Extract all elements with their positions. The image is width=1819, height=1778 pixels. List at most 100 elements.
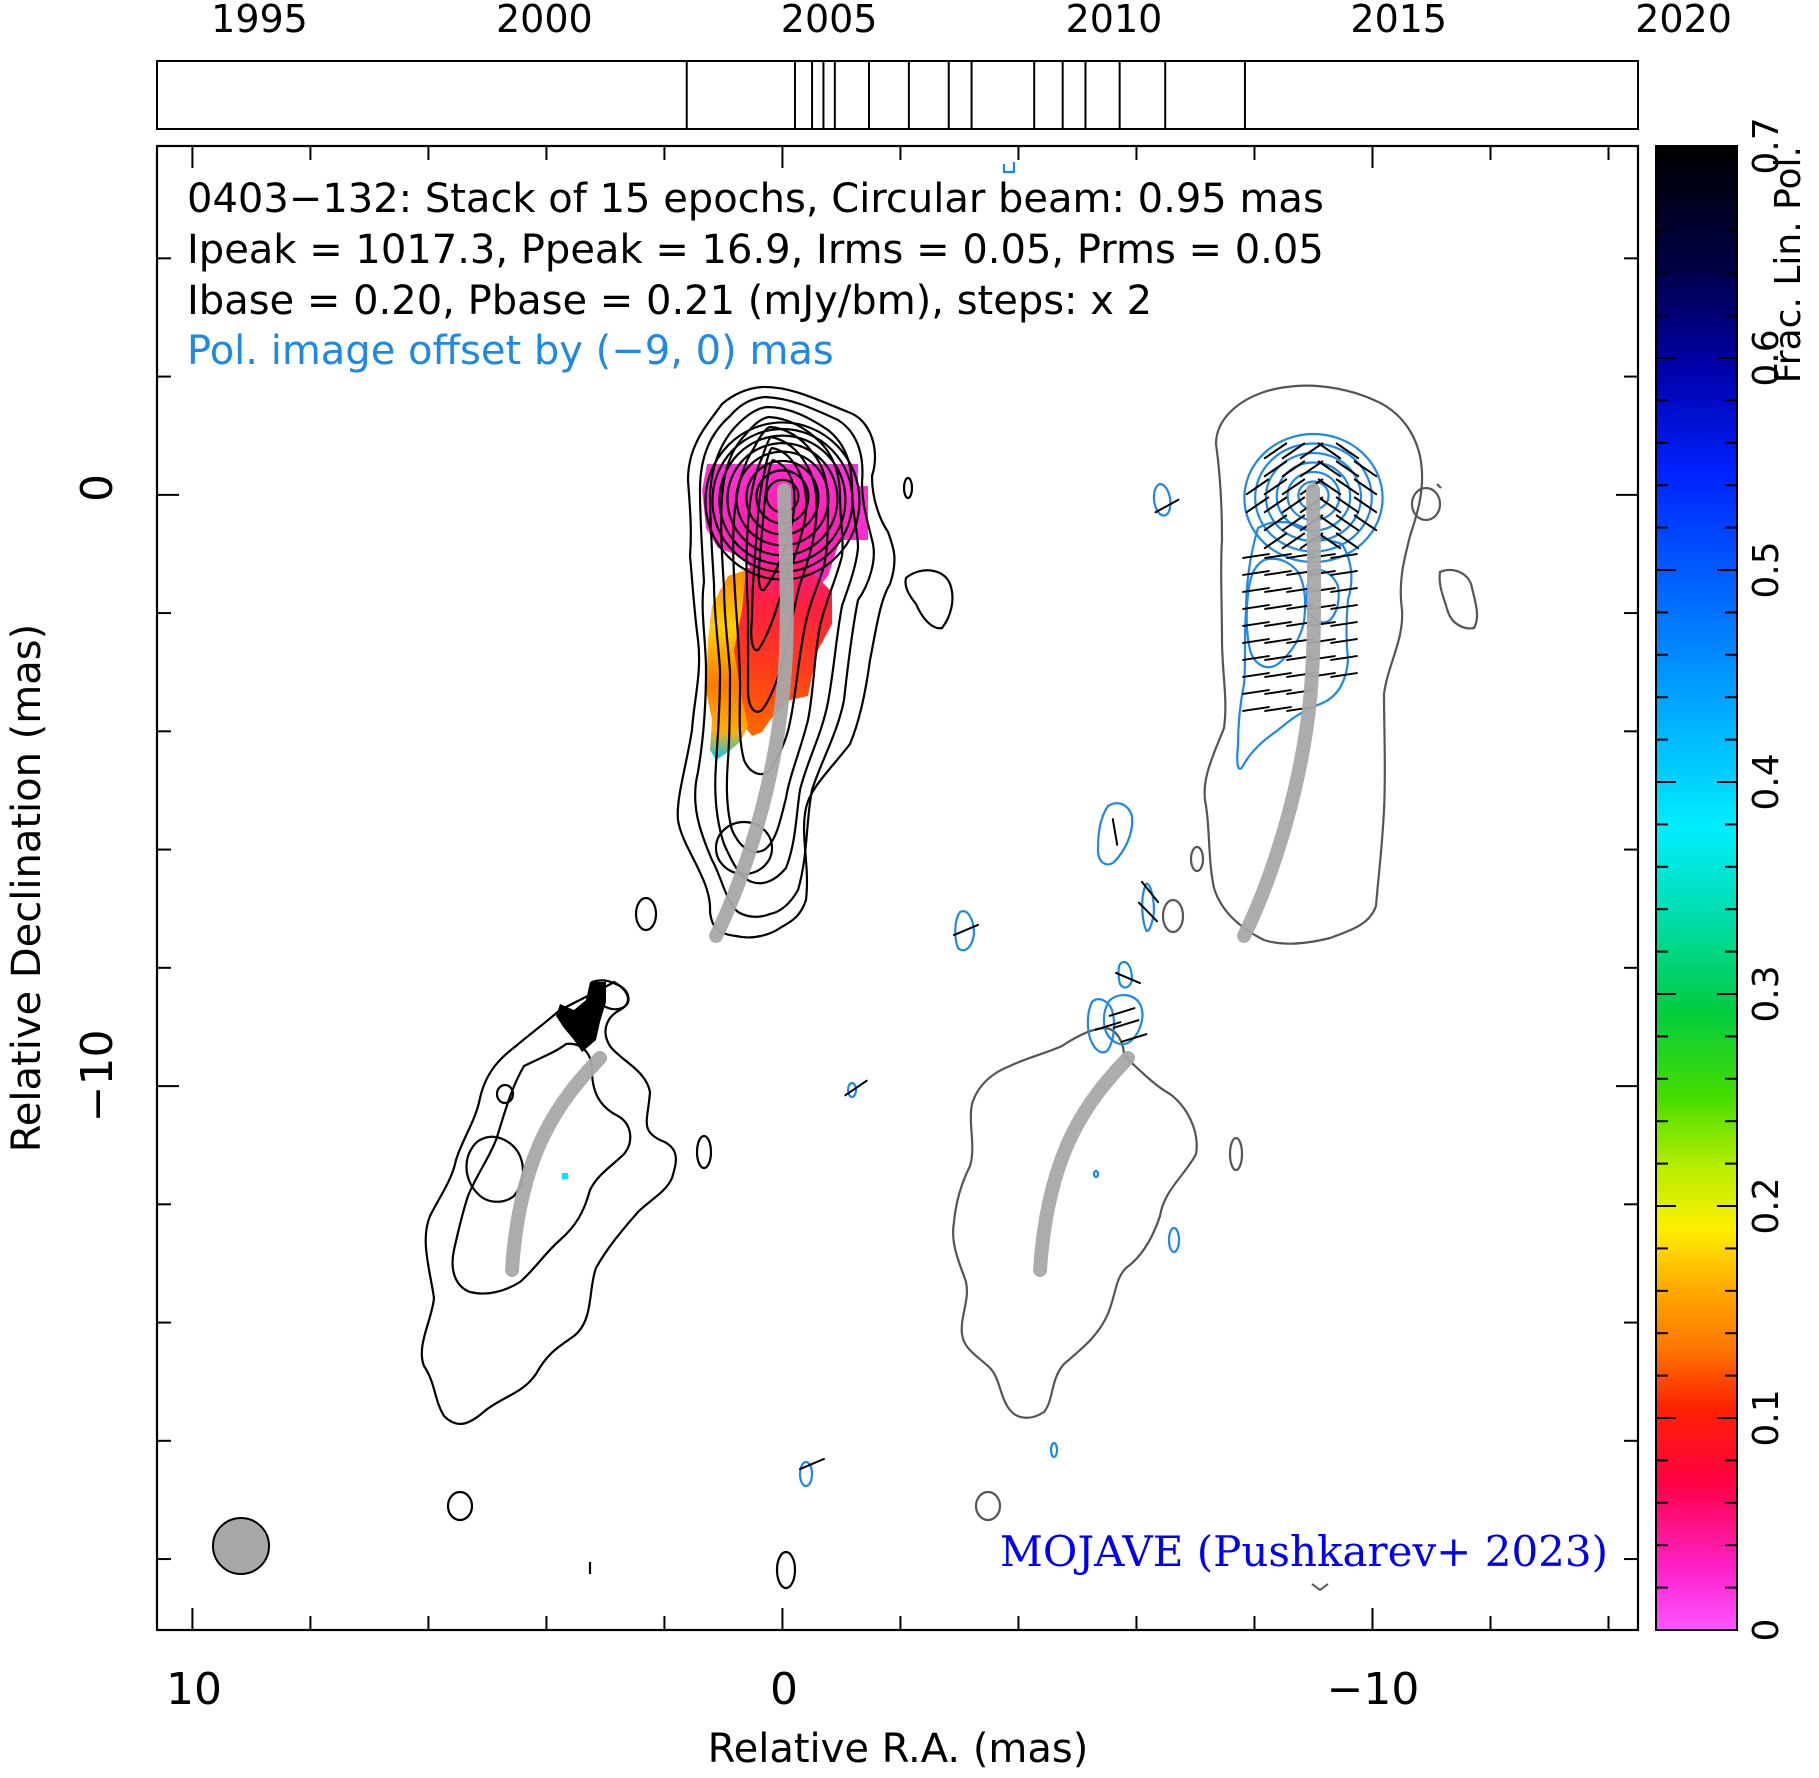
evpa-tick-93	[799, 1457, 825, 1471]
evpa-tick-17	[1335, 478, 1360, 496]
colorbar-label-0: 0	[1746, 1619, 1787, 1642]
evpa-tick-42	[1242, 570, 1270, 576]
evpa-tick-62	[1242, 638, 1270, 644]
evpa-tick-91	[953, 923, 979, 937]
evpa-tick-27	[1281, 514, 1306, 532]
evpa-tick-87	[1115, 971, 1141, 985]
p-island-4	[954, 910, 976, 952]
evpa-tick-47	[1242, 587, 1270, 593]
beam-ellipse	[212, 1517, 270, 1575]
evpa-tick-20	[1263, 496, 1288, 514]
evpa-tick-16	[1317, 478, 1342, 496]
evpa-tick-5	[1335, 442, 1360, 460]
evpa-tick-51	[1330, 587, 1358, 593]
cyan-pixel	[562, 1173, 568, 1179]
evpa-tick-57	[1242, 621, 1270, 627]
ri-island-7	[974, 1490, 1002, 1522]
colorbar-label-0.3: 0.3	[1746, 965, 1787, 1022]
evpa-tick-23	[1317, 496, 1342, 514]
right-total-intensity-contours	[952, 384, 1479, 1522]
jet-ridge-lines	[505, 483, 1322, 1277]
colorbar-label-0.4: 0.4	[1746, 753, 1787, 810]
p-island-6	[1102, 994, 1144, 1046]
annotation-block: 0403−132: Stack of 15 epochs, Circular b…	[187, 176, 1324, 374]
colorbar-tick-labels: 0 0.1 0.2 0.3 0.4 0.5 0.6 0.7	[1746, 117, 1787, 1641]
i-island-4	[695, 1134, 713, 1170]
i-island-3	[634, 896, 658, 932]
evpa-tick-43	[1264, 570, 1292, 576]
p-island-11	[798, 1460, 814, 1488]
evpa-tick-58	[1264, 621, 1292, 627]
i-outer-contour-4	[495, 1083, 515, 1105]
p-island-12	[1049, 1441, 1059, 1459]
x-tick-label-neg10: −10	[1327, 1664, 1420, 1715]
evpa-tick-18	[1353, 478, 1378, 496]
evpa-tick-4	[1317, 442, 1342, 460]
colorbar: 0 0.1 0.2 0.3 0.4 0.5 0.6 0.7 Frac. Lin. Pol.	[1655, 117, 1809, 1641]
ri-outer-contour	[952, 1026, 1198, 1419]
x-axis-label: Relative R.A. (mas)	[708, 1726, 1089, 1772]
evpa-tick-29	[1317, 514, 1342, 532]
evpa-tick-41	[1330, 553, 1358, 559]
evpa-tick-24	[1335, 496, 1360, 514]
p-island-13	[1002, 162, 1016, 174]
evpa-tick-85	[1140, 880, 1160, 904]
timeline-frame	[156, 60, 1639, 130]
evpa-tick-71	[1330, 655, 1358, 661]
i-contour-2	[694, 395, 875, 918]
p-island-8	[846, 1081, 858, 1099]
evpa-tick-32	[1263, 532, 1288, 550]
timeline-year-2010: 2010	[1066, 0, 1163, 41]
i-outer-contour-3	[465, 1135, 524, 1203]
plot-area	[212, 162, 1479, 1592]
y-axis-label: Relative Declination (mas)	[4, 624, 50, 1152]
p-island-1	[1152, 482, 1172, 517]
evpa-tick-81	[1264, 706, 1292, 712]
i-island-6	[775, 1550, 797, 1590]
colorbar-label-0.2: 0.2	[1746, 1177, 1787, 1234]
evpa-tick-67	[1242, 655, 1270, 661]
p-contour-jet-inner	[1245, 557, 1307, 669]
evpa-tick-53	[1264, 604, 1292, 610]
p-island-2	[1096, 802, 1134, 866]
evpa-tick-12	[1245, 478, 1270, 496]
timeline-year-2020: 2020	[1635, 0, 1732, 41]
outer-fracpol-patch	[556, 982, 606, 1052]
colorbar-label-0.6: 0.6	[1746, 329, 1787, 386]
evpa-tick-36	[1335, 532, 1360, 550]
timeline-year-1995: 1995	[211, 0, 308, 41]
evpa-tick-26	[1263, 514, 1288, 532]
evpa-tick-8	[1299, 460, 1324, 478]
total-intensity-contours	[420, 385, 954, 1590]
i-island-2	[904, 569, 954, 630]
evpa-tick-78	[1264, 689, 1292, 695]
evpa-tick-33	[1281, 532, 1306, 550]
small-chevron	[1311, 1583, 1329, 1592]
timeline-year-2000: 2000	[496, 0, 593, 41]
evpa-tick-10	[1335, 460, 1360, 478]
evpa-tick-7	[1281, 460, 1306, 478]
evpa-tick-14	[1281, 478, 1306, 496]
evpa-tick-46	[1330, 570, 1358, 576]
i-island-1	[902, 476, 914, 500]
y-tick-label-0: 0	[72, 474, 123, 502]
p-island-10	[1167, 1226, 1181, 1254]
epoch-timeline: 1995 2000 2005 2010 2015 2020	[156, 0, 1732, 130]
annotation-line-1: 0403−132: Stack of 15 epochs, Circular b…	[187, 176, 1324, 222]
colorbar-label: Frac. Lin. Pol.	[1768, 146, 1809, 383]
x-tick-label-0: 0	[770, 1664, 798, 1715]
ridge-right-inner	[1237, 483, 1322, 943]
evpa-tick-94	[1094, 1021, 1122, 1031]
evpa-tick-77	[1242, 689, 1270, 695]
ridge-left-outer	[505, 1051, 607, 1277]
timeline-year-2005: 2005	[781, 0, 878, 41]
colorbar-label-0.5: 0.5	[1746, 541, 1787, 598]
i-contour-8	[757, 458, 796, 592]
p-island-7	[1086, 998, 1116, 1054]
ri-island-5	[1161, 898, 1185, 934]
evpa-tick-86	[1137, 901, 1159, 923]
evpa-tick-63	[1264, 638, 1292, 644]
evpa-tick-56	[1330, 604, 1358, 610]
timeline-year-labels: 1995 2000 2005 2010 2015 2020	[211, 0, 1732, 41]
